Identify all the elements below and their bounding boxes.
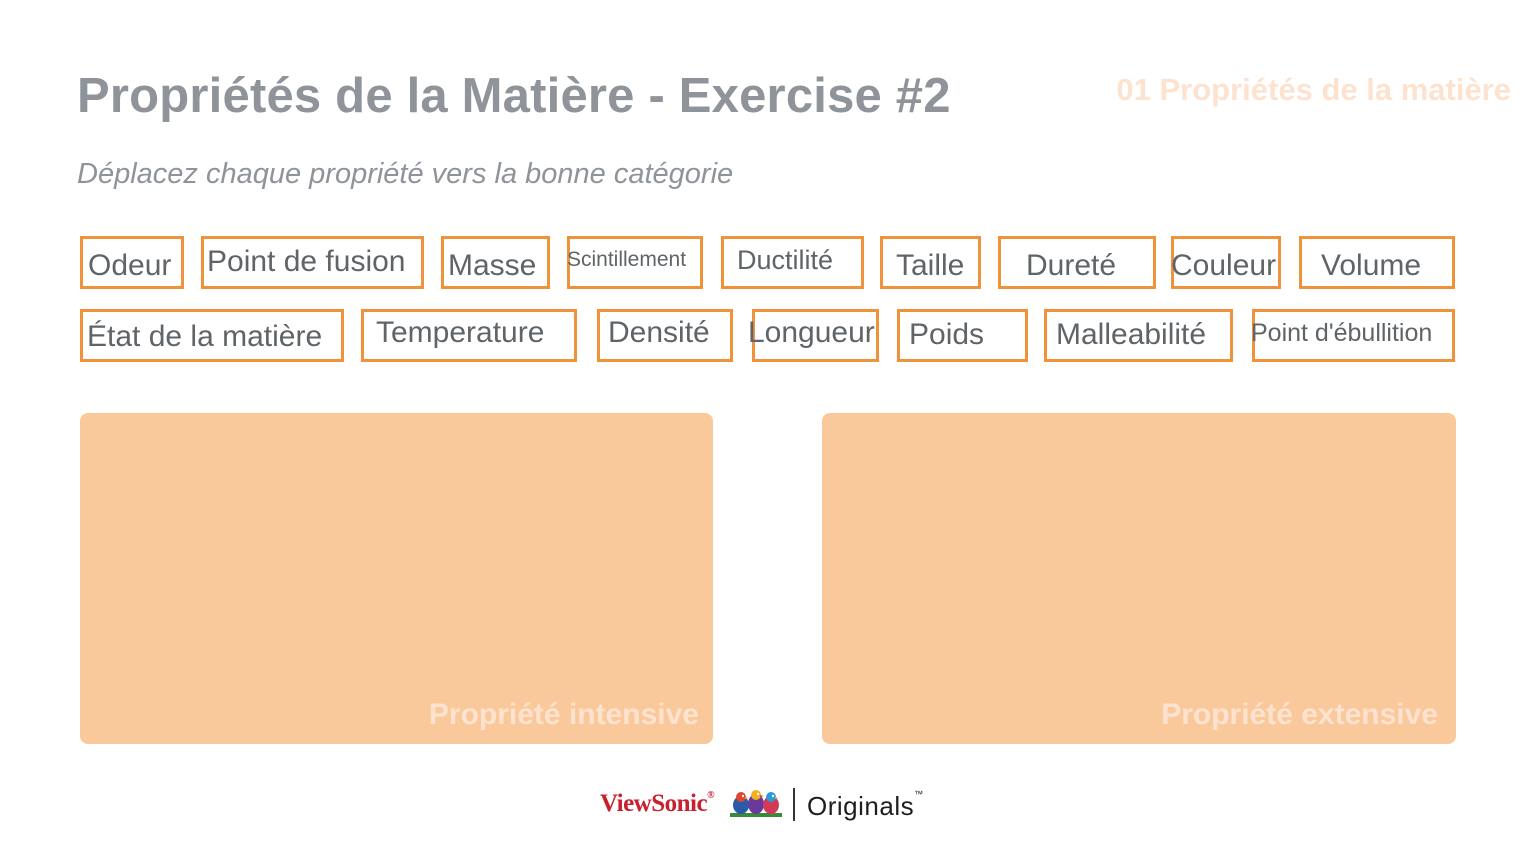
property-card-volume[interactable]: Volume xyxy=(1299,236,1455,289)
property-card-temperature[interactable]: Temperature xyxy=(361,309,577,362)
footer-logo: ViewSonic® Originals™ xyxy=(600,786,940,822)
property-card-point-d-ebullition[interactable]: Point d'ébullition xyxy=(1251,309,1455,362)
property-card-malleabilite[interactable]: Malleabilité xyxy=(1044,309,1233,362)
property-card-odeur[interactable]: Odeur xyxy=(80,236,184,289)
property-card-label: Couleur xyxy=(1171,249,1277,282)
drop-zone-label: Propriété intensive xyxy=(428,698,699,731)
property-card-label: Ductilité xyxy=(737,245,834,275)
property-card-scintillement[interactable]: Scintillement xyxy=(567,236,703,289)
property-card-label: Temperature xyxy=(376,316,545,349)
property-card-label: Poids xyxy=(909,318,985,351)
property-card-etat-de-la-matiere[interactable]: État de la matière xyxy=(80,309,344,362)
property-card-poids[interactable]: Poids xyxy=(897,309,1028,362)
page-title: Propriétés de la Matière - Exercise #2 xyxy=(77,69,951,123)
originals-logo: Originals™ xyxy=(807,789,924,822)
property-card-label: Masse xyxy=(448,249,537,282)
property-card-durete[interactable]: Dureté xyxy=(998,236,1156,289)
property-card-label: Point de fusion xyxy=(207,245,406,278)
property-card-label: Point d'ébullition xyxy=(1251,319,1433,347)
trademark-mark: ™ xyxy=(914,789,924,799)
property-card-label: Malleabilité xyxy=(1056,318,1207,351)
property-card-label: Taille xyxy=(896,249,965,282)
property-card-taille[interactable]: Taille xyxy=(880,236,981,289)
brand-name: ViewSonic xyxy=(600,790,708,817)
logo-separator xyxy=(793,788,795,821)
property-card-ductilite[interactable]: Ductilité xyxy=(721,236,864,289)
property-card-densite[interactable]: Densité xyxy=(597,309,733,362)
drop-zone-intensive[interactable]: Propriété intensive xyxy=(80,413,713,744)
property-card-label: Longueur xyxy=(748,316,875,349)
registered-mark: ® xyxy=(707,790,715,801)
property-card-label: Scintillement xyxy=(567,248,687,271)
property-card-label: Volume xyxy=(1321,249,1422,282)
topic-label: 01 Propriétés de la matière xyxy=(1116,72,1511,107)
product-name: Originals xyxy=(807,791,915,821)
property-card-label: Densité xyxy=(608,316,710,349)
property-card-label: Odeur xyxy=(88,249,172,282)
viewsonic-logo: ViewSonic® xyxy=(600,790,715,818)
instruction-text: Déplacez chaque propriété vers la bonne … xyxy=(77,158,734,190)
property-card-masse[interactable]: Masse xyxy=(441,236,550,289)
birds-icon xyxy=(730,790,782,817)
drop-zone-extensive[interactable]: Propriété extensive xyxy=(822,413,1456,744)
drop-zone-label: Propriété extensive xyxy=(1161,698,1438,731)
property-card-couleur[interactable]: Couleur xyxy=(1171,236,1281,289)
property-card-label: Dureté xyxy=(1026,249,1117,282)
property-card-label: État de la matière xyxy=(87,320,323,353)
property-card-longueur[interactable]: Longueur xyxy=(748,309,879,362)
property-card-point-de-fusion[interactable]: Point de fusion xyxy=(201,236,424,289)
